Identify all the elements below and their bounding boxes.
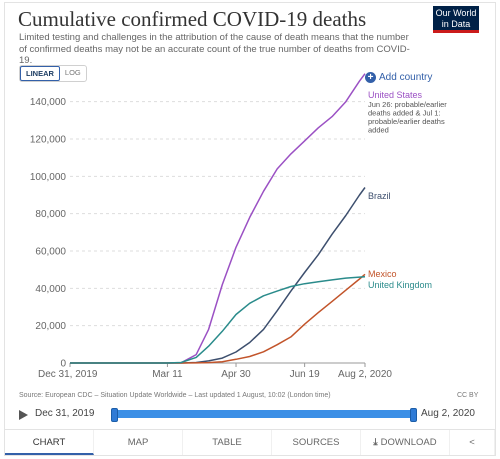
timeline: Dec 31, 2019 Aug 2, 2020 (19, 405, 485, 425)
y-tick-label: 100,000 (30, 172, 67, 183)
y-tick-label: 80,000 (35, 209, 66, 220)
series-line-mexico (70, 273, 366, 364)
line-chart: 0 20,000 40,000 60,000 80,000 100,000 120,000 1… (30, 73, 447, 380)
add-country-button[interactable]: + Add country (365, 72, 432, 83)
tab-sources[interactable]: SOURCES (272, 430, 361, 455)
tab-download-label: DOWNLOAD (380, 437, 437, 448)
tab-table[interactable]: TABLE (183, 430, 272, 455)
series-line-united-states (70, 73, 366, 364)
download-icon: ⤓ (373, 437, 378, 448)
x-tick-label: Aug 2, 2020 (338, 369, 392, 380)
x-tick-label: Apr 30 (221, 369, 251, 380)
y-tick-label: 140,000 (30, 97, 67, 108)
timeline-end-label: Aug 2, 2020 (421, 408, 475, 419)
logo-line2: in Data (441, 19, 471, 29)
tab-chart[interactable]: CHART (5, 430, 94, 455)
series-label: Mexico (368, 269, 397, 279)
tab-bar: CHART MAP TABLE SOURCES ⤓ DOWNLOAD < (5, 429, 495, 455)
add-country-label: Add country (379, 72, 433, 83)
series-line-united-kingdom (70, 276, 366, 364)
log-scale-button[interactable]: LOG (64, 68, 81, 77)
share-button[interactable]: < (450, 430, 495, 455)
timeline-end-handle[interactable] (410, 408, 417, 422)
plus-circle-icon: + (365, 72, 376, 83)
y-tick-label: 120,000 (30, 135, 67, 146)
x-tick-label: Mar 11 (152, 369, 183, 380)
linear-scale-button[interactable]: LINEAR (20, 66, 60, 81)
series-label: Brazil (368, 191, 391, 201)
scale-toggle: LINEAR LOG (19, 65, 87, 82)
y-tick-label: 60,000 (35, 247, 66, 258)
tab-download[interactable]: ⤓ DOWNLOAD (361, 430, 450, 455)
chart-card: Cumulative confirmed COVID-19 deaths Lim… (4, 2, 496, 456)
license-link[interactable]: CC BY (457, 392, 479, 399)
x-tick-label: Jun 19 (290, 369, 320, 380)
y-tick-label: 0 (60, 359, 66, 370)
series-label: United Kingdom (368, 280, 432, 290)
play-icon[interactable] (19, 410, 28, 420)
y-tick-label: 40,000 (35, 284, 66, 295)
tab-map[interactable]: MAP (94, 430, 183, 455)
logo-line1: Our World (435, 8, 477, 18)
share-icon: < (469, 437, 475, 448)
owid-logo[interactable]: Our World in Data (433, 6, 479, 33)
y-tick-label: 20,000 (35, 321, 66, 332)
chart-title: Cumulative confirmed COVID-19 deaths (18, 7, 367, 31)
series-annotation: Jun 26: probable/earlier deaths added & J… (368, 100, 447, 135)
timeline-start-handle[interactable] (111, 408, 118, 422)
x-tick-label: Dec 31, 2019 (38, 369, 98, 380)
timeline-start-label: Dec 31, 2019 (35, 408, 95, 419)
chart-subtitle: Limited testing and challenges in the at… (19, 32, 410, 66)
timeline-track[interactable] (111, 408, 417, 422)
series-label: United States (368, 90, 423, 100)
source-note: Source: European CDC – Situation Update … (19, 392, 331, 399)
